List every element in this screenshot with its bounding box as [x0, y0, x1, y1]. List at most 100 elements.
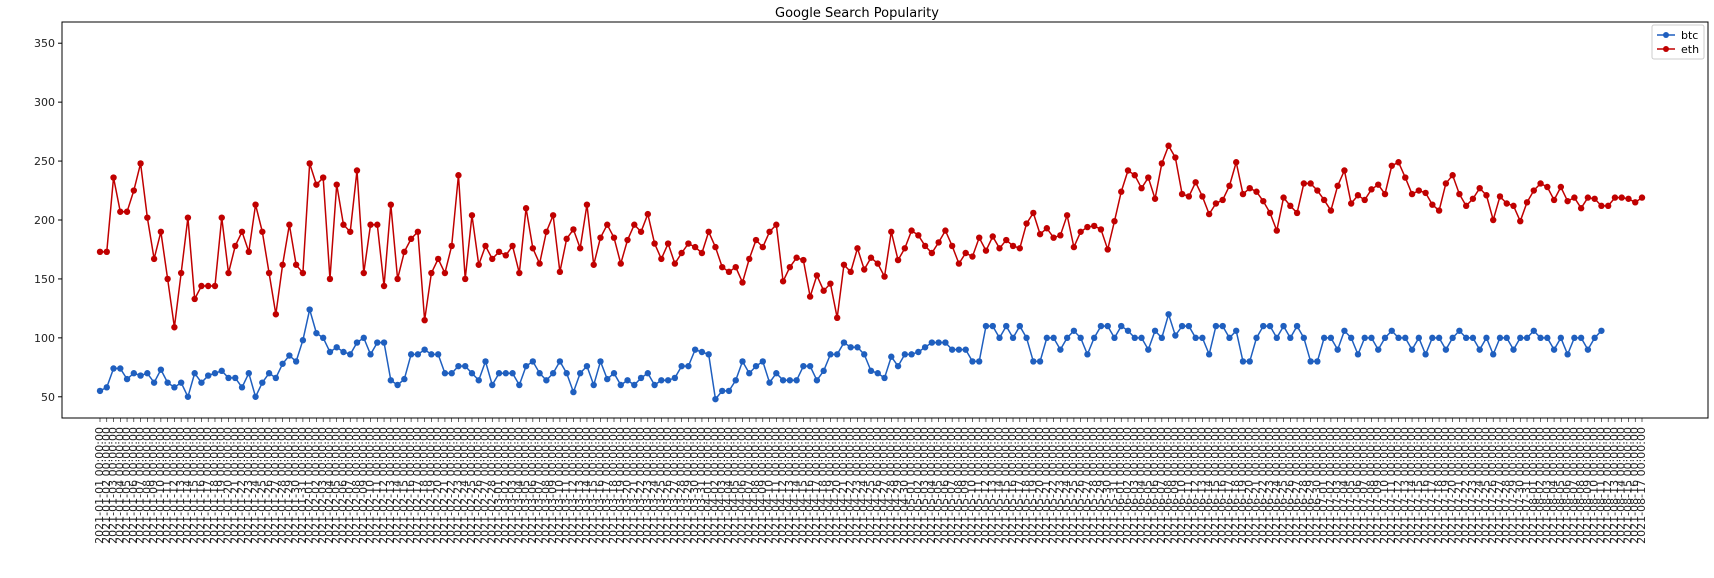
data-point-btc	[184, 393, 192, 400]
data-point-btc	[1219, 322, 1226, 330]
x-tick-label: 2021-01-27 00:00:00	[269, 427, 282, 544]
data-point-eth	[96, 248, 104, 256]
data-point-btc	[353, 339, 361, 346]
x-tick-label: 2021-04-07 00:00:00	[742, 427, 755, 544]
x-tick-label: 2021-04-02 00:00:00	[708, 427, 721, 544]
data-point-eth	[874, 260, 881, 267]
x-tick-label: 2021-01-19 00:00:00	[215, 427, 228, 544]
x-tick-label: 2021-05-13 00:00:00	[986, 427, 999, 544]
data-point-eth	[245, 248, 252, 256]
data-point-btc	[948, 346, 956, 353]
y-tick-label: 50	[41, 391, 55, 404]
data-point-eth	[813, 272, 821, 279]
data-point-btc	[982, 322, 990, 330]
data-point-btc	[1598, 327, 1605, 334]
data-point-btc	[1246, 358, 1253, 365]
data-point-btc	[1537, 334, 1544, 342]
x-tick-label: 2021-01-30 00:00:00	[289, 427, 302, 544]
x-tick-label: 2021-04-28 00:00:00	[884, 427, 897, 544]
x-tick-label: 2021-07-07 00:00:00	[1358, 427, 1371, 544]
x-tick-label: 2021-05-19 00:00:00	[1026, 427, 1039, 544]
data-point-btc	[908, 351, 915, 358]
data-point-btc	[1178, 322, 1186, 330]
data-point-eth	[509, 242, 516, 250]
data-point-btc	[144, 370, 151, 377]
x-tick-label: 2021-08-07 00:00:00	[1567, 427, 1580, 544]
data-point-btc	[786, 377, 794, 384]
data-point-btc	[522, 362, 530, 370]
data-point-btc	[942, 339, 949, 346]
data-point-btc	[367, 351, 374, 358]
data-point-btc	[1307, 358, 1314, 365]
data-point-eth	[705, 228, 712, 235]
data-point-eth	[1111, 217, 1118, 225]
data-point-eth	[353, 167, 361, 174]
x-tick-label: 2021-01-26 00:00:00	[262, 427, 275, 544]
data-point-btc	[556, 358, 564, 365]
data-point-eth	[1618, 194, 1625, 201]
data-point-eth	[576, 245, 584, 252]
data-point-eth	[678, 249, 685, 257]
x-tick-label: 2021-05-31 00:00:00	[1107, 427, 1120, 544]
data-point-eth	[1199, 193, 1206, 200]
data-point-btc	[678, 362, 685, 370]
x-tick-label: 2021-02-27 00:00:00	[479, 427, 492, 544]
data-point-btc	[597, 358, 604, 365]
data-point-eth	[1124, 167, 1132, 174]
data-point-btc	[1084, 351, 1091, 358]
x-tick-label: 2021-02-18 00:00:00	[418, 427, 431, 544]
x-tick-label: 2021-06-11 00:00:00	[1182, 427, 1195, 544]
x-tick-label: 2021-08-12 00:00:00	[1601, 427, 1614, 544]
data-point-btc	[1422, 351, 1429, 358]
data-point-btc	[272, 374, 280, 382]
data-point-eth	[1036, 230, 1044, 238]
x-tick-label: 2021-06-12 00:00:00	[1189, 427, 1202, 544]
data-point-btc	[1165, 311, 1172, 318]
x-tick-label: 2021-06-07 00:00:00	[1155, 427, 1168, 544]
data-point-eth	[428, 269, 435, 277]
y-tick-label: 100	[34, 332, 55, 345]
data-point-btc	[117, 365, 124, 372]
data-point-eth	[259, 228, 266, 235]
x-tick-label: 2021-05-06 00:00:00	[938, 427, 951, 544]
data-point-btc	[1280, 322, 1287, 330]
data-point-btc	[1483, 334, 1490, 342]
x-tick-label: 2021-03-19 00:00:00	[614, 427, 627, 544]
x-tick-label: 2021-06-26 00:00:00	[1283, 427, 1296, 544]
data-point-btc	[238, 384, 246, 391]
data-point-eth	[1341, 167, 1348, 174]
data-point-btc	[637, 374, 645, 382]
data-point-eth	[1219, 196, 1226, 204]
x-tick-label: 2021-02-13 00:00:00	[384, 427, 397, 544]
data-point-eth	[1388, 162, 1395, 169]
data-point-btc	[1090, 334, 1098, 342]
data-point-eth	[502, 252, 509, 259]
data-point-eth	[1402, 174, 1409, 181]
x-tick-label: 2021-06-19 00:00:00	[1236, 427, 1249, 544]
data-point-eth	[1253, 188, 1260, 195]
data-point-btc	[833, 351, 841, 358]
data-point-btc	[1571, 334, 1578, 342]
data-point-btc	[894, 362, 902, 370]
data-point-btc	[651, 381, 658, 389]
data-point-btc	[719, 387, 726, 395]
data-point-eth	[570, 226, 577, 233]
x-tick-label: 2021-08-11 00:00:00	[1594, 427, 1607, 544]
data-point-btc	[590, 381, 597, 389]
x-tick-label: 2021-06-22 00:00:00	[1256, 427, 1269, 544]
x-tick-label: 2021-01-04 00:00:00	[113, 427, 126, 544]
x-tick-label: 2021-03-06 00:00:00	[526, 427, 539, 544]
data-point-btc	[793, 377, 800, 384]
data-point-btc	[1530, 327, 1537, 334]
x-tick-label: 2021-05-26 00:00:00	[1074, 427, 1087, 544]
x-tick-label: 2021-05-29 00:00:00	[1094, 427, 1107, 544]
data-point-btc	[874, 370, 881, 377]
x-tick-label: 2021-03-05 00:00:00	[519, 427, 532, 544]
x-tick-label: 2021-08-04 00:00:00	[1547, 427, 1560, 544]
x-tick-label: 2021-01-16 00:00:00	[194, 427, 207, 544]
x-tick-label: 2021-01-21 00:00:00	[228, 427, 241, 544]
x-tick-label: 2021-05-22 00:00:00	[1047, 427, 1060, 544]
x-tick-label: 2021-03-16 00:00:00	[593, 427, 606, 544]
data-point-eth	[1246, 184, 1253, 192]
